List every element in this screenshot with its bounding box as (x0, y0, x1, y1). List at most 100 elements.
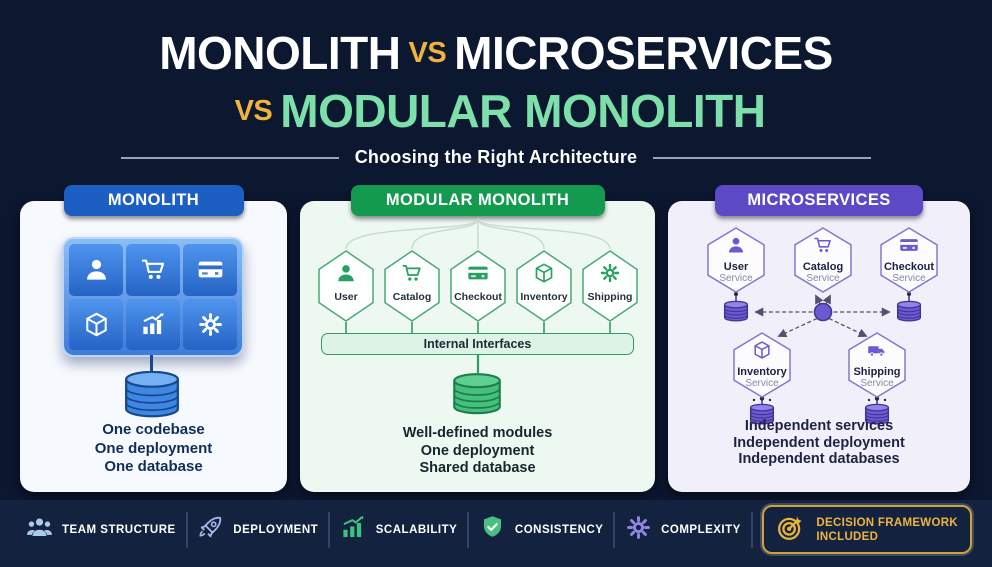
service-name: Shipping (853, 366, 901, 378)
hexagon-outline (384, 250, 440, 322)
hexagon-outline (794, 227, 852, 293)
modular-connectors (345, 218, 611, 373)
growth-chart-icon (343, 515, 364, 537)
module-hex-catalog: Catalog (384, 250, 440, 322)
user-icon (86, 260, 106, 280)
caption-line: Well-defined modules (402, 425, 553, 441)
caption-line: Independent databases (738, 451, 900, 467)
module-label: User (334, 291, 358, 303)
subtitle-rule-right (653, 156, 872, 159)
hexagon-outline (880, 227, 938, 293)
user-icon-wrap (335, 262, 357, 289)
database-icon (453, 373, 501, 415)
database-icon (896, 300, 922, 322)
cart-icon (402, 264, 421, 281)
title-word-modular-monolith: MODULAR MONOLITH (280, 85, 766, 137)
cart-icon-wrap (401, 262, 423, 289)
junction-dots (734, 292, 911, 402)
caption-line: Shared database (419, 460, 536, 476)
module-hex-shipping: Shipping (582, 250, 638, 322)
service-hex-inventory: Inventory Service (733, 332, 791, 398)
monolith-app-box (62, 237, 244, 357)
panel-monolith: MONOLITH One codebase One deployment One d… (20, 185, 287, 492)
modular-caption: Well-defined modules One deployment Shared… (300, 425, 655, 478)
database-icon (125, 370, 179, 418)
caption-line: One database (104, 458, 203, 475)
caption-line: One deployment (420, 442, 535, 459)
target-icon-wrap (776, 512, 806, 547)
truck-icon-wrap (867, 340, 887, 365)
service-sub: Service (719, 273, 753, 284)
caption-line: One deployment (94, 439, 213, 457)
caption-line: One codebase (102, 421, 205, 438)
footer-item-label: COMPLEXITY (661, 523, 741, 536)
monolith-header: MONOLITH (63, 185, 244, 216)
monolith-db-connector (150, 355, 153, 374)
target-icon (778, 516, 802, 540)
module-hex-user: User (318, 250, 374, 322)
box-icon (535, 263, 553, 283)
footer-item-scalability: SCALABILITY (340, 514, 458, 546)
database-icon (723, 300, 749, 322)
footer-item-complexity: COMPLEXITY (625, 514, 741, 546)
growth-chart-icon-wrap (340, 514, 367, 546)
box-icon (754, 341, 770, 359)
user-icon-wrap (726, 235, 746, 260)
hex-body: User (318, 250, 374, 322)
card-icon-wrap (899, 235, 919, 260)
service-sub: Service (860, 378, 894, 389)
footer-item-deployment: DEPLOYMENT (197, 514, 318, 546)
monolith-module-cell (69, 298, 123, 350)
gear-icon-wrap (599, 262, 621, 289)
team-icon-wrap (26, 514, 53, 546)
title-word-monolith: MONOLITH (159, 27, 401, 79)
service-name: User (723, 261, 749, 273)
caption-line: Independent deployment (733, 434, 905, 451)
decision-framework-badge: DECISION FRAMEWORK INCLUDED (762, 505, 972, 554)
hex-body: Catalog (384, 250, 440, 322)
hex-body: Catalog Service (794, 227, 852, 293)
footer-divider (327, 511, 330, 548)
module-label: Shipping (587, 291, 633, 303)
truck-icon (868, 346, 885, 357)
module-to-bus-lines (345, 322, 611, 373)
shared-database (451, 372, 503, 422)
caption-line: DECISION FRAMEWORK (816, 516, 958, 529)
gear-icon (198, 312, 222, 336)
database-icon (749, 403, 775, 425)
caption-line: INCLUDED (816, 530, 879, 543)
title-word-microservices: MICROSERVICES (454, 27, 833, 79)
hex-body: Inventory Service (733, 332, 791, 398)
message-hub-node (813, 302, 833, 322)
footer-item-team-structure: TEAM STRUCTURE (26, 514, 176, 546)
user-icon (338, 265, 354, 282)
card-icon (468, 266, 488, 280)
subtitle: Choosing the Right Architecture (354, 147, 638, 167)
panel-modular-monolith: MODULAR MONOLITH User Catalog Checkout Inve… (300, 185, 655, 492)
module-hex-inventory: Inventory (516, 250, 572, 322)
footer-divider (750, 511, 753, 548)
rocket-icon-wrap (197, 514, 224, 546)
service-name: Catalog (802, 261, 844, 273)
hex-body: Shipping Service (848, 332, 906, 398)
module-label: Checkout (454, 291, 502, 303)
footer-item-label: TEAM STRUCTURE (62, 523, 176, 536)
header-branch-lines (345, 218, 611, 250)
dashed-message-lines (754, 294, 891, 338)
hexagon-outline (450, 250, 506, 322)
chart-icon (142, 313, 164, 334)
microservices-caption: Independent services Independent deployme… (668, 418, 970, 468)
hex-body: Checkout (450, 250, 506, 322)
box-icon (85, 312, 107, 336)
page-title-line2: VS MODULAR MONOLITH (0, 84, 992, 138)
card-icon (198, 261, 222, 278)
database-icon (864, 403, 890, 425)
user-icon (729, 237, 743, 253)
service-sub: Service (745, 378, 779, 389)
card-icon-wrap (467, 262, 489, 289)
service-hex-checkout: Checkout Service (880, 227, 938, 293)
shipping-service-database (864, 403, 890, 431)
team-icon (27, 518, 52, 536)
hexagon-outline (582, 250, 638, 322)
